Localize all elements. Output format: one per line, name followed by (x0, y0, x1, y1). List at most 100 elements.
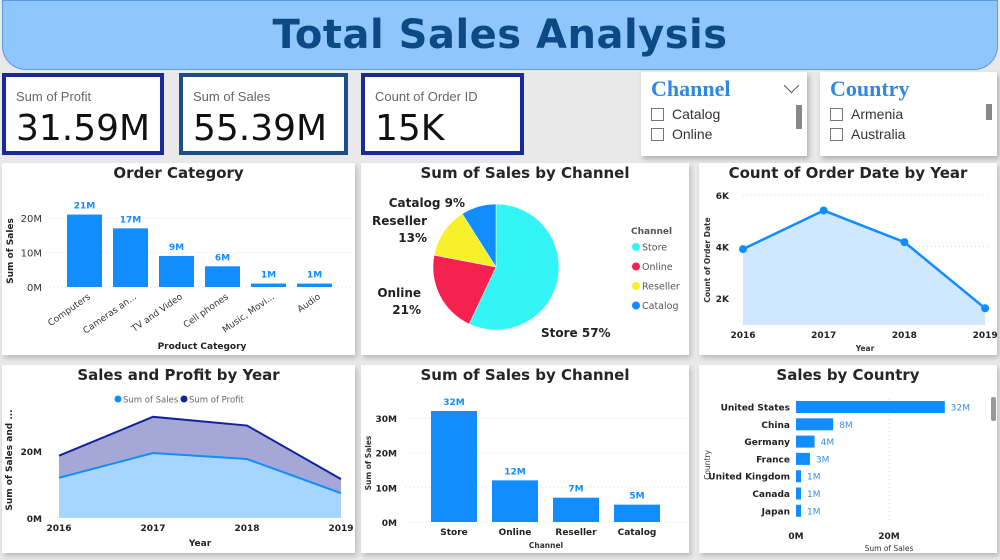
bar (431, 410, 477, 522)
y-tick-label: Canada (752, 490, 790, 500)
legend-label: Sum of Profit (189, 396, 244, 406)
kpi-label: Count of Order ID (375, 89, 478, 104)
data-point (739, 245, 747, 254)
bar (796, 418, 834, 431)
checkbox[interactable] (651, 127, 664, 141)
slice-label: Online (377, 286, 421, 300)
option-label: Online (672, 126, 713, 142)
dashboard-header: Total Sales Analysis (2, 0, 998, 70)
chart-title: Count of Order Date by Year (728, 164, 968, 182)
y-tick-label: 6K (716, 192, 730, 202)
data-label: 4M (821, 438, 835, 448)
country-slicer[interactable]: Country Armenia Australia (820, 72, 997, 156)
x-tick-label: 20M (878, 532, 900, 542)
hbar-svg: United States 32M China 8M Germany 4M France 3M… (703, 397, 996, 553)
data-label: 1M (807, 473, 821, 483)
y-tick-label: 0M (382, 519, 397, 529)
slice-label: Reseller (372, 214, 427, 228)
slicer-title: Country (830, 76, 910, 101)
y-axis-title: Sum of Sales and ... (5, 409, 15, 510)
legend-marker (632, 282, 640, 290)
checkbox[interactable] (651, 107, 664, 121)
kpi-card-profit: Sum of Profit 31.59M (2, 73, 164, 155)
x-tick-label: 0M (788, 532, 803, 542)
data-label: 12M (504, 467, 526, 477)
legend-label: Online (642, 262, 673, 273)
legend-marker (632, 301, 640, 310)
sales-by-channel-bar-chart: 0M 10M 20M 30M 32M Store 12M Online 7M Reseller 5M… (361, 365, 689, 553)
slicer-title: Channel (651, 76, 731, 101)
x-tick-label: Online (499, 528, 532, 538)
y-tick-label: United States (721, 404, 790, 414)
bar (492, 480, 538, 522)
option-label: Australia (851, 126, 906, 142)
y-axis-title: Sum of Sales (6, 218, 16, 284)
y-axis-title: Country (703, 450, 712, 480)
bar (796, 504, 801, 517)
area-svg: 0M 20M 2016 2017 2018 2019 Year Sum of Sales an… (5, 395, 354, 549)
data-label: 1M (807, 507, 821, 517)
data-label: 1M (307, 271, 322, 281)
channel-slicer[interactable]: Channel Catalog Online (641, 72, 807, 156)
data-label: 17M (120, 215, 142, 225)
pie-svg: Store 57% Online 21% Reseller 13% Catalog 9% C… (372, 196, 680, 340)
kpi-value: 55.39M (193, 108, 328, 149)
pie-slice (468, 203, 560, 331)
checkbox[interactable] (830, 107, 843, 121)
x-tick-label: 2019 (973, 331, 997, 341)
y-tick-label: Japan (761, 507, 790, 517)
scrollbar[interactable] (991, 397, 996, 421)
line-svg: 2K 4K 6K 2016 2017 2018 2019 Year Count of Order… (703, 192, 997, 353)
x-tick-label: Store (440, 528, 468, 538)
chart-title: Sales and Profit by Year (77, 366, 280, 384)
y-tick-label: 0M (27, 283, 42, 294)
checkbox[interactable] (830, 127, 843, 141)
legend-marker (114, 395, 122, 403)
data-label: 3M (816, 455, 830, 465)
x-tick-label: 2016 (46, 524, 71, 534)
y-tick-label: 20M (21, 448, 43, 458)
sales-by-channel-pie-chart: Store 57% Online 21% Reseller 13% Catalog 9% C… (361, 163, 689, 355)
y-tick-label: China (761, 421, 790, 431)
y-tick-label: 0M (27, 515, 42, 525)
slicer-option-australia[interactable]: Australia (830, 126, 987, 142)
scrollbar[interactable] (796, 105, 802, 129)
slice-label: Store 57% (541, 326, 611, 340)
x-tick-label: 2016 (730, 331, 755, 341)
sales-by-country-chart: United States 32M China 8M Germany 4M France 3M… (699, 365, 997, 553)
y-tick-label: United Kingdom (708, 473, 790, 483)
bar (553, 497, 599, 522)
data-label: 8M (839, 421, 853, 431)
data-label: 5M (629, 492, 644, 502)
slicer-option-catalog[interactable]: Catalog (651, 106, 797, 122)
y-tick-label: 20M (376, 450, 398, 460)
x-tick-label: Catalog (618, 528, 657, 538)
x-tick-label: Computers (46, 292, 92, 329)
x-axis-title: Year (188, 539, 212, 549)
sales-line (58, 452, 342, 495)
y-tick-label: 10M (21, 249, 42, 260)
chart-title: Sales by Country (776, 366, 920, 384)
bar (205, 266, 240, 287)
kpi-card-sales: Sum of Sales 55.39M (179, 73, 348, 155)
sales-area (59, 453, 341, 518)
series-line (742, 209, 986, 310)
slicer-option-armenia[interactable]: Armenia (830, 106, 987, 122)
y-tick-label: 30M (376, 415, 398, 425)
bar-svg: 0M 10M 20M 30M 32M Store 12M Online 7M Reseller 5M… (364, 398, 686, 550)
data-label: 1M (807, 490, 821, 500)
data-point (819, 206, 828, 215)
page-title: Total Sales Analysis (272, 12, 728, 58)
x-tick-label: Audio (296, 292, 323, 315)
bar (251, 283, 286, 287)
legend-marker (180, 395, 188, 403)
legend-label: Catalog (642, 301, 678, 312)
kpi-label: Sum of Sales (193, 89, 271, 104)
scrollbar[interactable] (986, 104, 992, 120)
x-axis-title: Product Category (158, 342, 247, 352)
data-label: 21M (74, 202, 96, 212)
area-fill (743, 210, 986, 325)
bar (796, 487, 801, 500)
slicer-option-online[interactable]: Online (651, 126, 797, 142)
